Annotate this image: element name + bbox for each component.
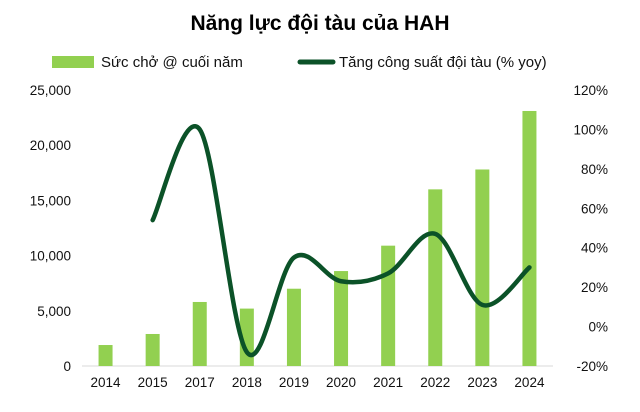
legend: Sức chở @ cuối năm Tăng công suất đội tà… <box>52 54 547 71</box>
bar <box>98 345 113 366</box>
legend-label-bar: Sức chở @ cuối năm <box>101 54 243 71</box>
right-tick-label: 60% <box>581 201 608 216</box>
bar <box>334 271 349 366</box>
right-tick-label: 0% <box>588 320 608 335</box>
left-tick-label: 20,000 <box>30 138 71 153</box>
bar-series <box>98 110 537 366</box>
x-tick-label: 2017 <box>185 375 215 390</box>
right-tick-label: 20% <box>581 280 608 295</box>
bar <box>239 308 254 366</box>
bar <box>192 301 207 366</box>
left-tick-label: 10,000 <box>30 249 71 264</box>
x-tick-label: 2023 <box>467 375 497 390</box>
bar <box>475 169 490 366</box>
legend-swatch-bar <box>52 56 94 68</box>
right-tick-label: 80% <box>581 162 608 177</box>
right-tick-label: -20% <box>576 359 608 374</box>
bar <box>145 333 160 366</box>
x-tick-label: 2021 <box>373 375 403 390</box>
bar <box>286 288 301 366</box>
x-axis: 2014 2015 2017 2018 2019 2020 2021 2022 2023 2024 <box>91 375 545 390</box>
left-tick-label: 0 <box>63 359 71 374</box>
bar <box>522 110 537 366</box>
growth-line-series <box>150 124 532 358</box>
x-tick-label: 2014 <box>91 375 122 390</box>
x-tick-label: 2020 <box>326 375 356 390</box>
bar <box>428 189 443 366</box>
bar <box>381 245 396 366</box>
x-tick-label: 2024 <box>514 375 545 390</box>
left-axis: 0 5,000 10,000 15,000 20,000 25,000 <box>30 83 71 374</box>
right-tick-label: 120% <box>573 83 608 98</box>
right-tick-label: 40% <box>581 241 608 256</box>
x-tick-label: 2022 <box>420 375 450 390</box>
x-tick-label: 2019 <box>279 375 309 390</box>
right-tick-label: 100% <box>573 122 608 137</box>
legend-label-line: Tăng công suất đội tàu (% yoy) <box>339 54 547 71</box>
x-tick-label: 2018 <box>232 375 262 390</box>
left-tick-label: 5,000 <box>37 304 71 319</box>
right-axis: -20% 0% 20% 40% 60% 80% 100% 120% <box>573 83 608 374</box>
chart-title: Năng lực đội tàu của HAH <box>190 12 449 35</box>
x-tick-label: 2015 <box>138 375 168 390</box>
left-tick-label: 25,000 <box>30 83 71 98</box>
left-tick-label: 15,000 <box>30 193 71 208</box>
